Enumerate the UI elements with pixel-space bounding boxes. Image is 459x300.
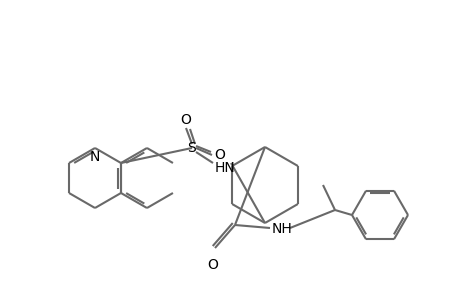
Text: O: O xyxy=(214,148,225,162)
Text: S: S xyxy=(187,141,196,155)
Text: N: N xyxy=(90,150,100,164)
Text: NH: NH xyxy=(271,222,292,236)
Text: O: O xyxy=(207,258,218,272)
Text: HN: HN xyxy=(214,161,235,175)
Text: O: O xyxy=(180,113,191,127)
